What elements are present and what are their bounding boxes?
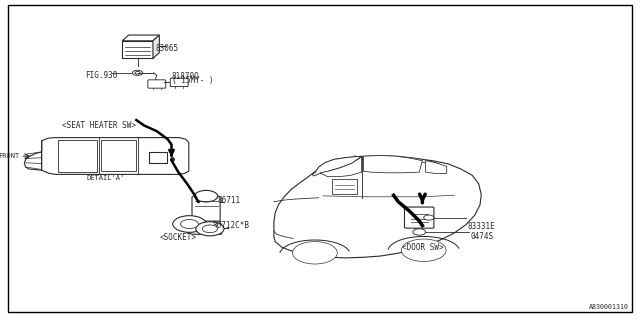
- Circle shape: [202, 225, 218, 233]
- FancyBboxPatch shape: [404, 207, 434, 228]
- Circle shape: [401, 239, 446, 261]
- Text: <SEAT HEATER SW>: <SEAT HEATER SW>: [62, 121, 136, 130]
- Text: <SOCKET>: <SOCKET>: [159, 233, 196, 242]
- Text: 83065: 83065: [156, 44, 179, 53]
- Polygon shape: [316, 156, 439, 173]
- Text: 0474S: 0474S: [470, 232, 493, 241]
- Text: A: A: [353, 155, 357, 160]
- Bar: [101, 140, 136, 171]
- Circle shape: [413, 229, 426, 235]
- Circle shape: [180, 220, 198, 228]
- Circle shape: [173, 216, 206, 232]
- Polygon shape: [153, 35, 159, 58]
- Polygon shape: [320, 157, 362, 177]
- Circle shape: [132, 70, 143, 76]
- Polygon shape: [24, 141, 42, 170]
- Polygon shape: [274, 157, 481, 258]
- Text: 86712C*B: 86712C*B: [212, 221, 250, 230]
- Polygon shape: [183, 221, 221, 234]
- FancyBboxPatch shape: [170, 78, 188, 87]
- Bar: [149, 152, 167, 163]
- Circle shape: [196, 222, 224, 236]
- Text: ('15MY- ): ('15MY- ): [172, 76, 213, 85]
- Bar: [122, 41, 153, 58]
- Text: 81870Q: 81870Q: [172, 72, 199, 81]
- Bar: [332, 179, 357, 194]
- Text: FIG.930: FIG.930: [85, 71, 118, 80]
- Bar: [58, 140, 97, 172]
- Circle shape: [292, 242, 337, 264]
- Polygon shape: [426, 161, 447, 173]
- Text: DETAIL'A': DETAIL'A': [86, 175, 125, 181]
- Polygon shape: [312, 156, 362, 176]
- Text: A830001310: A830001310: [589, 304, 628, 310]
- FancyBboxPatch shape: [192, 196, 220, 224]
- Text: <DOOR SW>: <DOOR SW>: [401, 243, 444, 252]
- Circle shape: [195, 190, 218, 202]
- FancyBboxPatch shape: [148, 80, 166, 88]
- Circle shape: [135, 71, 140, 74]
- Polygon shape: [42, 138, 189, 174]
- FancyBboxPatch shape: [192, 221, 220, 227]
- Polygon shape: [364, 156, 422, 173]
- Circle shape: [424, 215, 434, 220]
- Text: FRONT: FRONT: [0, 153, 19, 159]
- Text: 86711: 86711: [218, 196, 241, 205]
- Polygon shape: [122, 35, 159, 41]
- Text: 83331E: 83331E: [467, 222, 495, 231]
